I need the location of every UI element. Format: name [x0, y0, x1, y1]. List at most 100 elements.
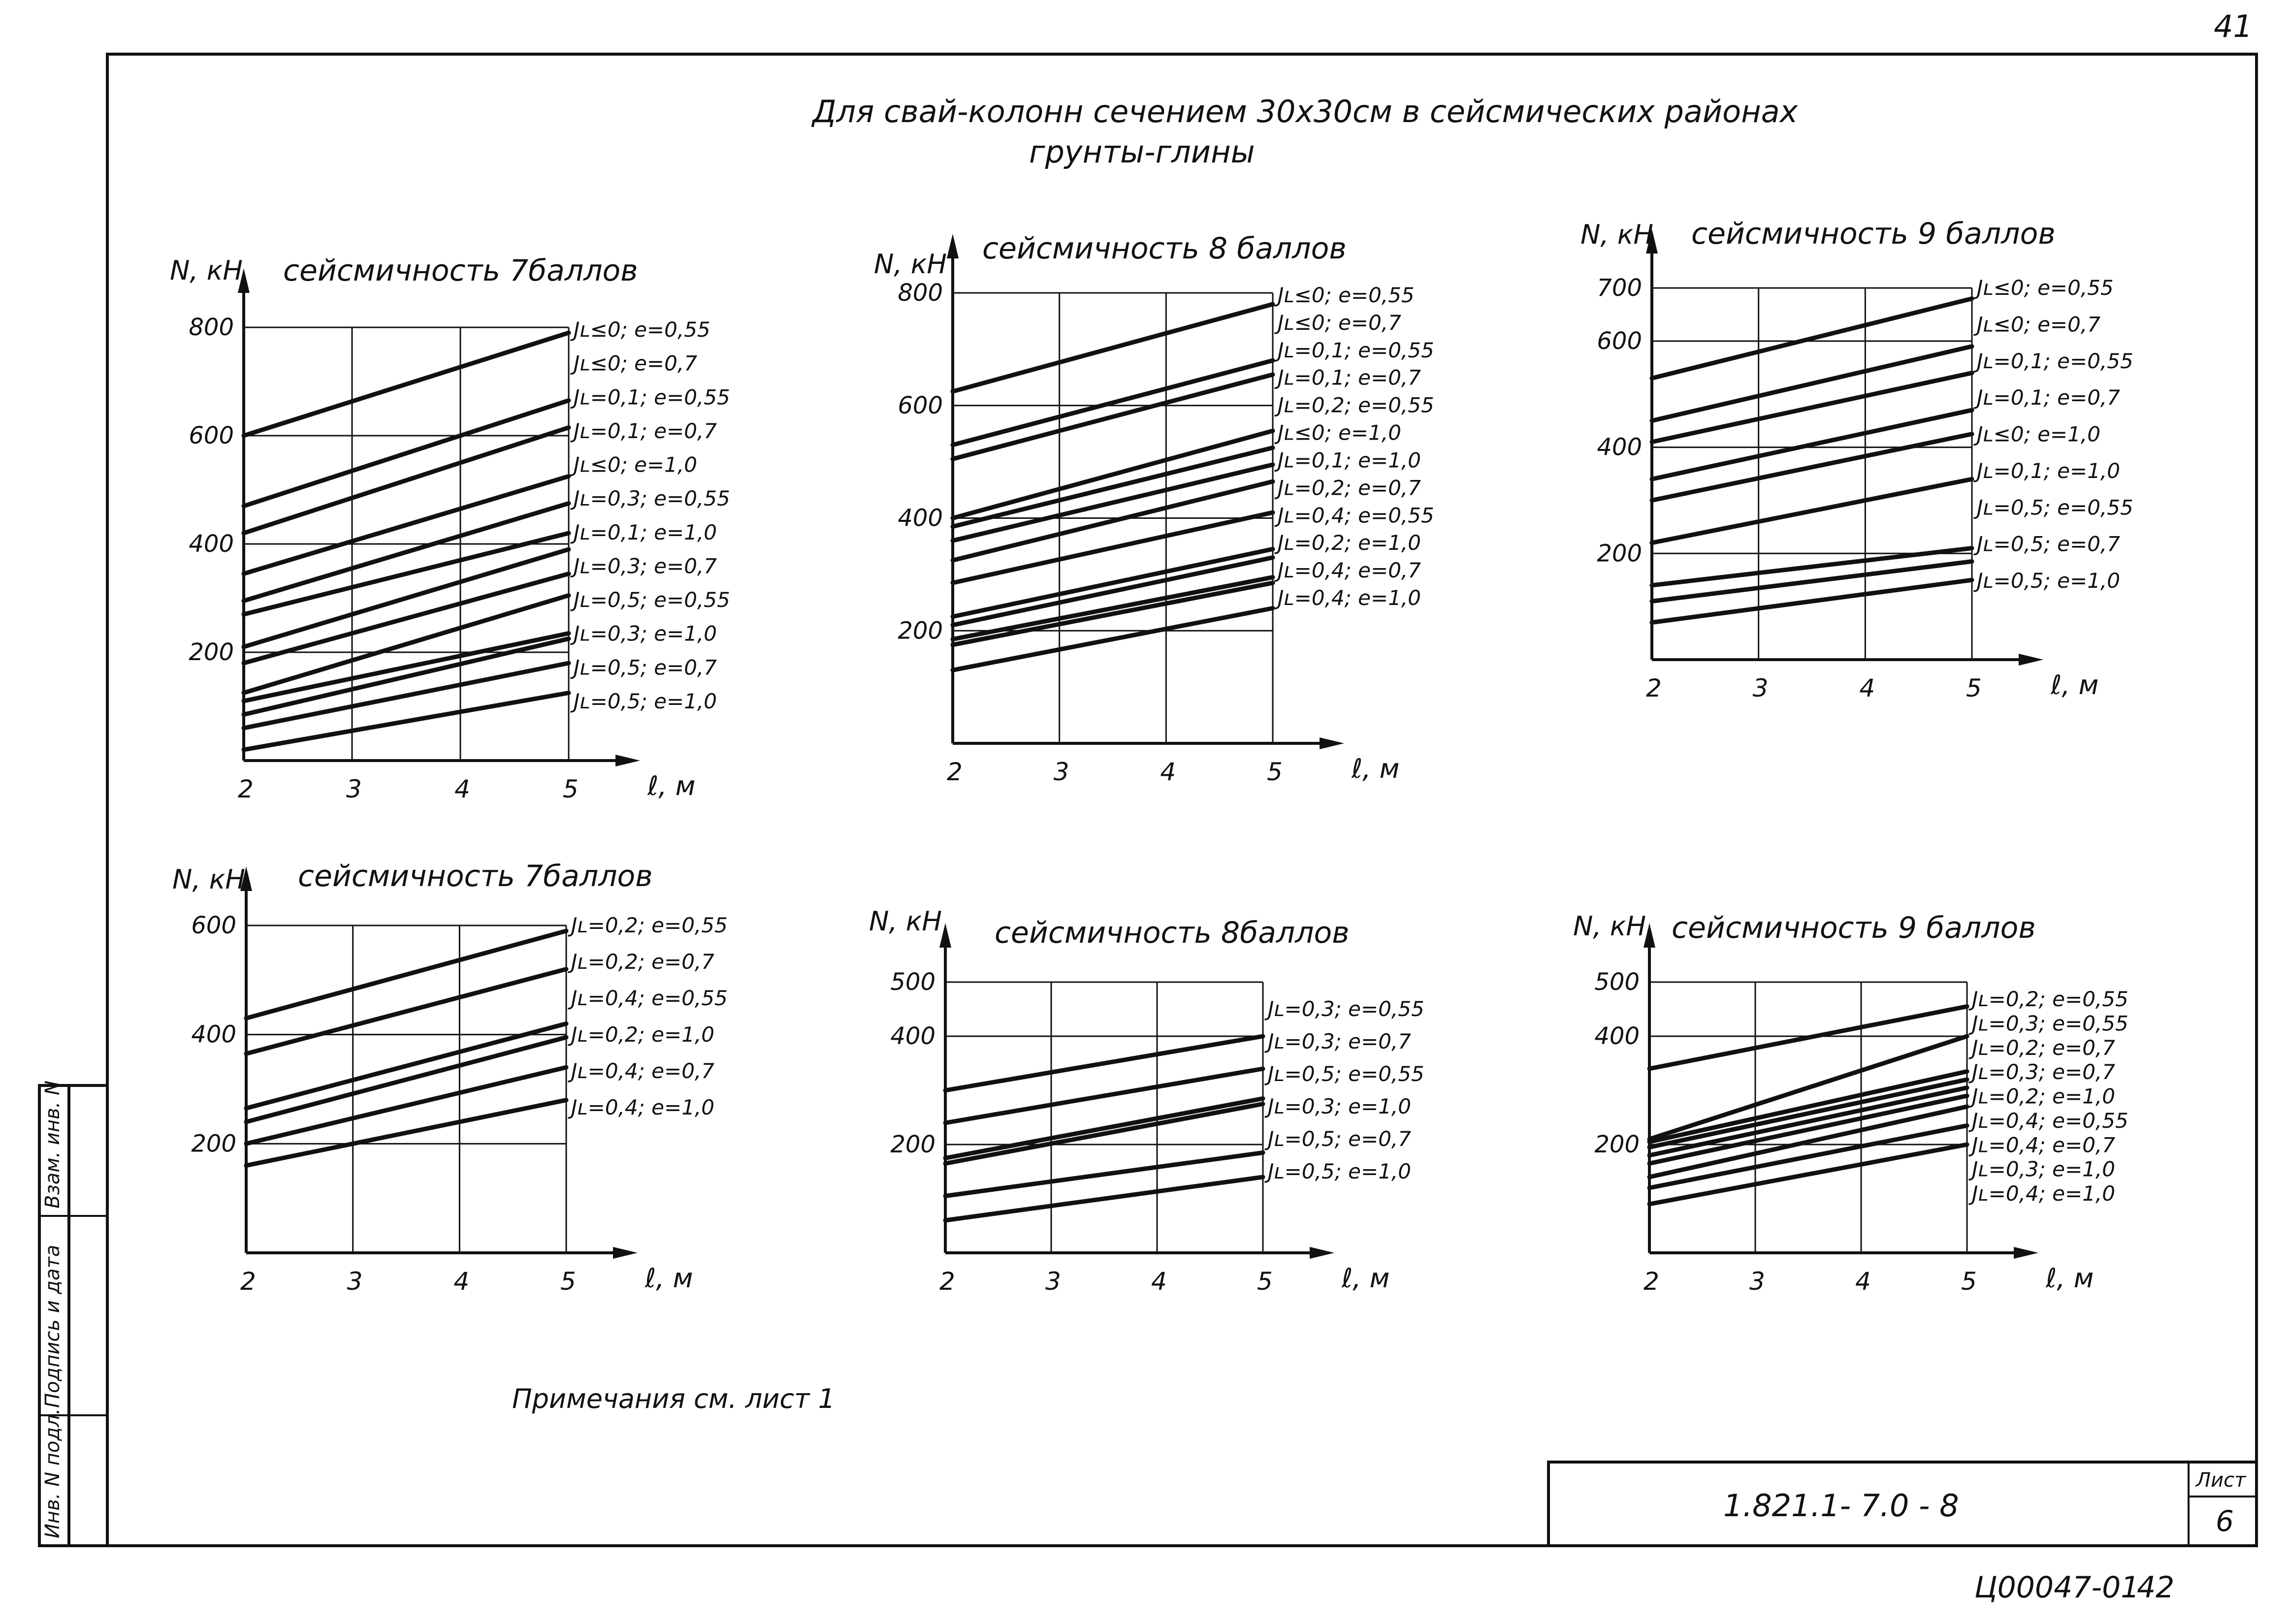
sheet-frame [106, 53, 2258, 1547]
series-label: Jʟ=0,5; e=1,0 [570, 689, 717, 713]
series-line [241, 637, 571, 717]
series-label: Jʟ=0,3; e=0,7 [1264, 1029, 1411, 1053]
page-subtitle: грунты-глины [1029, 134, 1255, 170]
sheet-label: Лист [2195, 1469, 2247, 1492]
y-tick-label: 200 [1594, 1131, 1640, 1158]
series-label: Jʟ≤0; e=0,7 [570, 351, 697, 376]
series-line [244, 1021, 569, 1111]
title-block: 1.821.1- 7.0 - 8 Лист 6 [1547, 1461, 2258, 1547]
series-label: Jʟ=0,2; e=1,0 [1274, 531, 1421, 555]
series-line [943, 1150, 1265, 1198]
y-tick-label: 400 [1597, 434, 1642, 461]
series-label: Jʟ=0,5; e=0,7 [1973, 532, 2120, 556]
series-line [244, 1098, 569, 1168]
series-label: Jʟ=0,1; e=1,0 [1973, 459, 2120, 483]
series-label: Jʟ=0,5; e=0,55 [1264, 1062, 1424, 1086]
series-label: Jʟ≤0; e=0,55 [1274, 283, 1415, 307]
series-line [1649, 408, 1974, 481]
series-label: Jʟ=0,5; e=0,55 [1973, 495, 2133, 519]
series-line [950, 606, 1275, 672]
y-tick-label: 400 [191, 1021, 236, 1049]
series-line [241, 631, 571, 703]
chart-title: сейсмичность 8 баллов [982, 231, 1347, 266]
series-label: Jʟ=0,3; e=1,0 [570, 622, 717, 646]
series-line [950, 580, 1275, 647]
note-text: Примечания см. лист 1 [512, 1383, 835, 1414]
series-label: Jʟ≤0; e=0,7 [1274, 311, 1401, 335]
series-line [244, 1035, 569, 1124]
chart-bottom-middle: 2 3 4 5 200 400 500 N, кН ℓ, м сейсмичность 8балл… [869, 906, 1424, 1296]
series-label: Jʟ=0,3; e=0,55 [570, 486, 730, 510]
x-tick-label: 3 [1753, 674, 1769, 702]
series-line [1649, 546, 1974, 588]
x-axis-label: ℓ, м [647, 770, 695, 801]
y-tick-label: 400 [1594, 1022, 1640, 1050]
series-label: Jʟ=0,2; e=0,55 [568, 913, 728, 937]
series-line [1649, 559, 1974, 604]
series-line [943, 1175, 1265, 1223]
series-line [244, 967, 569, 1056]
series-line [241, 691, 571, 752]
y-axis-label: N, кН [172, 864, 245, 895]
series-label: Jʟ=0,3; e=0,55 [1968, 1011, 2128, 1035]
y-axis-arrow [947, 234, 959, 258]
chart-bottom-right: 2 3 4 5 200 400 500 N, кН ℓ, м сейсмичность 9 бал… [1573, 911, 2128, 1296]
series-line [950, 428, 1275, 520]
series-label: Jʟ=0,2; e=1,0 [568, 1022, 714, 1047]
chart-title: сейсмичность 9 баллов [1672, 911, 2036, 945]
y-tick-label: 200 [189, 638, 234, 666]
series-line [943, 1066, 1265, 1125]
x-tick-label: 5 [1257, 1267, 1273, 1296]
sheet-number: 6 [2216, 1504, 2234, 1538]
series-label: Jʟ=0,5; e=0,55 [570, 588, 730, 612]
y-axis-arrow [240, 866, 252, 891]
series-label: Jʟ=0,2; e=0,55 [1274, 393, 1434, 417]
series-label: Jʟ=0,5; e=1,0 [1264, 1159, 1411, 1183]
series-label: Jʟ=0,4; e=0,55 [1274, 503, 1434, 527]
x-tick-label: 4 [1160, 758, 1176, 786]
x-axis-label: ℓ, м [2050, 669, 2098, 701]
y-axis-label: N, кН [1580, 219, 1653, 250]
series-label: Jʟ=0,1; e=0,55 [1973, 349, 2133, 373]
page-number-top: 41 [2214, 8, 2253, 44]
series-line [943, 1034, 1265, 1093]
chart-title: сейсмичность 8баллов [995, 916, 1350, 950]
y-tick-label: 600 [189, 422, 234, 449]
series-line [950, 358, 1275, 447]
series-line [244, 928, 569, 1020]
y-tick-label: 200 [191, 1130, 236, 1157]
series-label: Jʟ=0,3; e=0,7 [1968, 1060, 2115, 1084]
series-line [241, 547, 571, 649]
series-line [950, 372, 1275, 461]
series-label: Jʟ=0,5; e=1,0 [1973, 569, 2120, 593]
series-line [950, 462, 1275, 543]
y-axis-arrow [1646, 229, 1658, 254]
series-line [1647, 1069, 1969, 1144]
x-tick-label: 3 [347, 1267, 363, 1296]
x-tick-label: 2 [1644, 1267, 1659, 1296]
series-label: Jʟ≤0; e=1,0 [1274, 421, 1401, 445]
y-tick-label: 400 [898, 505, 943, 532]
series-line [1649, 577, 1974, 625]
x-tick-label: 5 [1267, 758, 1283, 786]
y-tick-label: 200 [890, 1131, 935, 1158]
y-tick-label: 500 [890, 968, 935, 996]
series-line [241, 593, 571, 695]
x-tick-label: 2 [1646, 674, 1662, 702]
series-line [241, 330, 571, 438]
chart-top-left: 2 3 4 5 200 400 600 800 N, кН ℓ, м сейсмичность 7б… [170, 254, 730, 803]
series-label: Jʟ=0,4; e=1,0 [568, 1095, 714, 1119]
series-label: Jʟ=0,2; e=0,7 [1968, 1036, 2115, 1060]
x-axis-arrow [2014, 1247, 2038, 1259]
series-line [950, 546, 1275, 619]
series-line [1647, 1034, 1969, 1142]
series-label: Jʟ=0,1; e=0,7 [1274, 366, 1421, 390]
y-axis-label: N, кН [874, 249, 947, 280]
series-label: Jʟ=0,3; e=1,0 [1264, 1094, 1411, 1118]
x-axis-arrow [615, 755, 640, 766]
series-line [241, 474, 571, 576]
x-tick-label: 2 [947, 758, 963, 786]
series-line [241, 501, 571, 603]
x-tick-label: 3 [1045, 1267, 1061, 1296]
